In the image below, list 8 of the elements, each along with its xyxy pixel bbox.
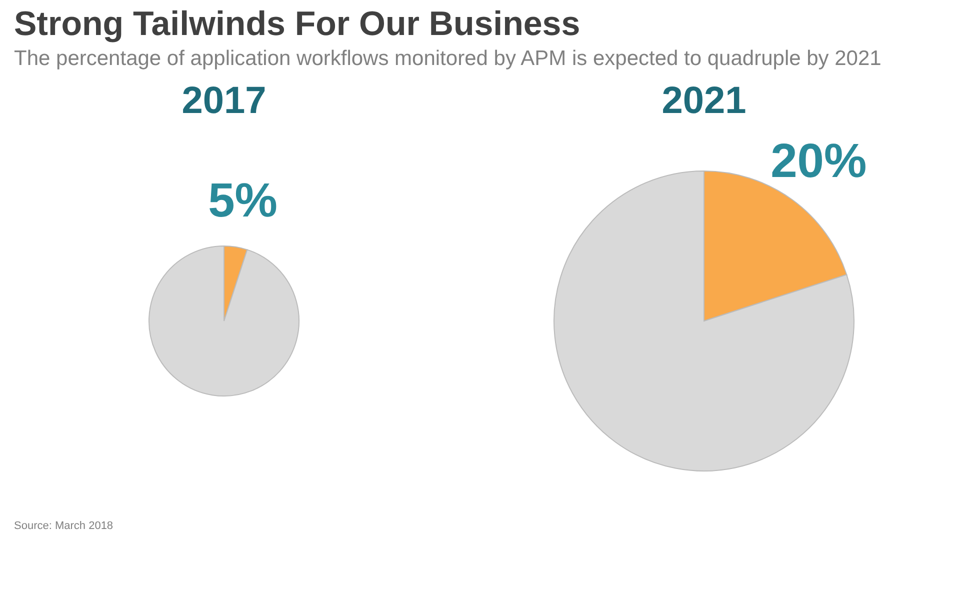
text: The percentage of application workflows monitored by APM is expected to quadruple by 2021 [14,47,882,70]
pie-slice [148,246,300,396]
data-label: 20% [770,135,867,188]
chart-title: 2021 [662,80,746,122]
text: Strong Tailwinds For Our Business [14,5,580,43]
chart-title: 2017 [182,80,266,122]
source-note: Source: March 2018 [14,520,114,532]
data-label: 5% [208,174,278,228]
